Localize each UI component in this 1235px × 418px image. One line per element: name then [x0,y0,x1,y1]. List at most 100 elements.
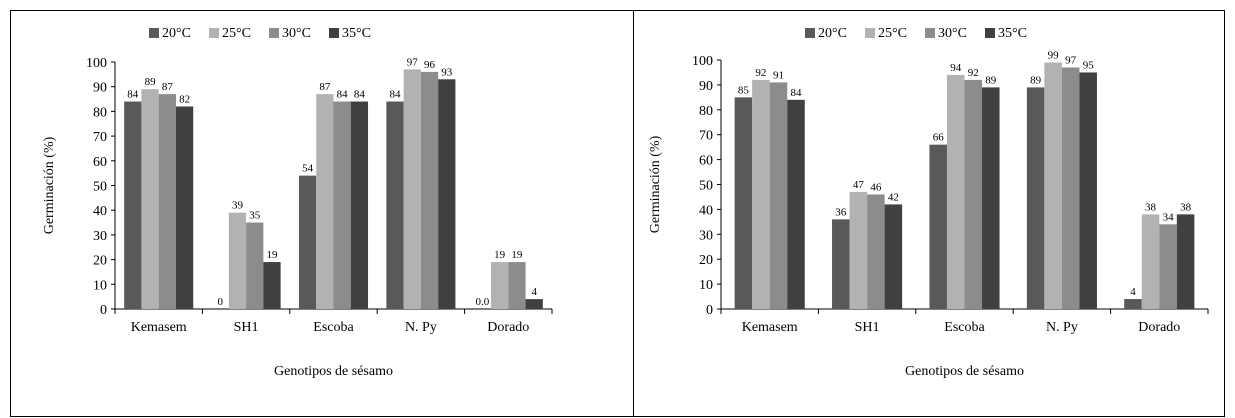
data-label: 84 [790,87,802,99]
data-label: 54 [302,163,314,175]
data-label: 0 [217,296,223,308]
y-tick-label: 10 [699,278,713,293]
x-tick-label: Escoba [944,320,985,335]
y-tick-label: 100 [692,54,713,69]
y-axis-title: Germinación (%) [648,135,663,233]
bar [752,79,770,309]
legend-swatch [149,28,159,38]
data-label: 0.0 [476,296,490,308]
x-tick-label: Dorado [1138,320,1180,335]
data-label: 39 [232,200,244,212]
y-tick-label: 70 [699,129,713,144]
y-tick-label: 30 [699,228,713,243]
bar [1176,214,1195,309]
bar [438,79,456,309]
data-label: 89 [1030,74,1042,86]
y-tick-label: 60 [699,154,713,169]
bar [1044,62,1062,309]
bar [964,79,983,309]
legend-swatch [925,28,935,38]
bar [787,99,805,309]
legend-swatch [985,28,995,38]
data-label: 97 [407,56,419,68]
x-tick-label: Kemasem [131,320,187,335]
x-tick-label: Escoba [313,320,354,335]
data-label: 92 [968,67,979,79]
data-label: 82 [179,93,190,105]
bar [420,71,439,309]
data-label: 47 [853,179,865,191]
data-label: 19 [511,249,523,261]
x-tick-label: Dorado [487,320,529,335]
data-label: 96 [424,59,436,71]
y-tick-label: 0 [100,303,107,318]
data-label: 38 [1180,201,1192,213]
bar [929,144,947,309]
data-label: 19 [494,249,506,261]
data-label: 84 [127,89,139,101]
bar [403,69,421,309]
data-label: 84 [354,89,366,101]
bar [228,212,247,309]
y-axis-title: Germinación (%) [42,136,57,234]
x-axis-title: Genotipos de sésamo [905,364,1024,379]
y-tick-label: 100 [86,56,107,71]
bar [246,222,264,309]
bar [867,194,885,309]
data-label: 42 [888,191,899,203]
legend-swatch [209,28,219,38]
bar [734,97,753,309]
germination-chart-right: 0 10 20 30 40 50 60 70 80 90 100 Kemasem SH1 Escoba N.… [648,26,1209,379]
legend-label: 25°C [222,26,251,41]
bar [386,101,404,310]
bar [298,175,317,309]
legend-label: 20°C [162,26,191,41]
y-tick-label: 40 [93,204,107,219]
data-label: 89 [985,74,997,86]
bar [884,204,903,309]
bar [769,82,788,309]
bar [832,219,850,309]
data-label: 36 [835,206,847,218]
data-label: 19 [266,249,278,261]
y-tick-label: 50 [699,179,713,194]
legend-label: 30°C [282,26,311,41]
data-label: 95 [1083,59,1095,71]
y-tick-label: 0 [706,303,713,318]
y-tick-label: 90 [93,81,107,96]
bar [508,262,526,309]
legend-swatch [805,28,815,38]
y-tick-label: 70 [93,130,107,145]
y-tick-label: 10 [93,278,107,293]
bar [175,106,194,310]
legend-swatch [329,28,339,38]
bar [525,299,543,309]
chart-panel-right: 0 10 20 30 40 50 60 70 80 90 100 Kemasem SH1 Escoba N.… [633,10,1225,417]
y-tick-label: 80 [699,104,713,119]
bar [124,101,142,310]
bar [1159,224,1177,309]
data-label: 91 [773,69,784,81]
data-label: 46 [870,181,882,193]
y-tick-label: 40 [699,203,713,218]
data-label: 97 [1065,54,1077,66]
bar [946,74,965,309]
bar [333,101,351,310]
data-label: 34 [1163,211,1175,223]
legend-swatch [269,28,279,38]
x-axis-title: Genotipos de sésamo [274,364,393,379]
data-label: 92 [755,67,766,79]
x-tick-label: SH1 [855,320,880,335]
data-label: 85 [738,84,750,96]
x-tick-label: Kemasem [742,320,798,335]
data-label: 87 [162,81,174,93]
legend-swatch [865,28,875,38]
data-label: 4 [1130,286,1136,298]
bar [491,262,509,309]
bar [849,191,868,309]
bar [1141,214,1160,309]
data-label: 87 [319,81,331,93]
legend-label: 35°C [342,26,371,41]
bar [350,101,369,310]
